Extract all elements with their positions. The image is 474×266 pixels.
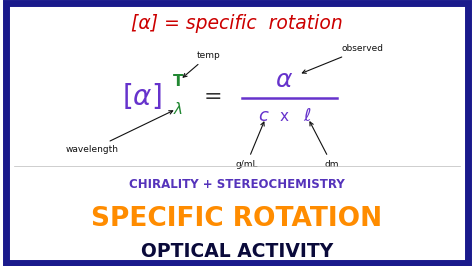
Text: observed: observed	[302, 44, 383, 73]
Text: dm: dm	[310, 122, 339, 169]
Text: x: x	[280, 109, 289, 124]
Text: $\lambda$: $\lambda$	[173, 101, 183, 117]
Text: g/mL: g/mL	[235, 122, 264, 169]
Text: [α] = specific  rotation: [α] = specific rotation	[131, 14, 343, 34]
Text: $[\alpha]$: $[\alpha]$	[122, 81, 162, 111]
Text: temp: temp	[183, 51, 220, 77]
Text: OPTICAL ACTIVITY: OPTICAL ACTIVITY	[141, 242, 333, 261]
Text: T: T	[173, 74, 183, 89]
Text: SPECIFIC ROTATION: SPECIFIC ROTATION	[91, 206, 383, 232]
Text: $\ell$: $\ell$	[303, 107, 311, 125]
Text: $\alpha$: $\alpha$	[275, 68, 293, 92]
Text: CHIRALITY + STEREOCHEMISTRY: CHIRALITY + STEREOCHEMISTRY	[129, 178, 345, 191]
Text: =: =	[204, 87, 223, 107]
Text: c: c	[258, 107, 268, 125]
Text: wavelength: wavelength	[66, 111, 173, 154]
